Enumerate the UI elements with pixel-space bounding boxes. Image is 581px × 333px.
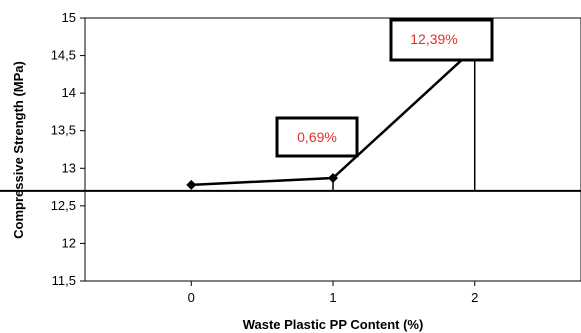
x-tick-label: 1 <box>329 290 336 305</box>
data-point-marker <box>328 173 338 184</box>
y-tick-label: 12 <box>62 235 76 250</box>
x-tick-label: 0 <box>188 290 195 305</box>
annotations: 0,69% 12,39% <box>275 18 494 158</box>
annotation-label: 0,69% <box>297 129 337 145</box>
y-tick-label: 15 <box>62 10 76 25</box>
y-tick-label: 13,5 <box>51 123 76 138</box>
x-axis-ticks: 0 1 2 <box>188 281 478 305</box>
plot-area-frame <box>84 17 581 282</box>
x-axis-title: Waste Plastic PP Content (%) <box>243 317 424 332</box>
y-tick-label: 14,5 <box>51 48 76 63</box>
annotation-box <box>389 18 494 62</box>
y-tick-label: 13 <box>62 160 76 175</box>
y-axis-title: Compressive Strength (MPa) <box>11 61 26 239</box>
series-line <box>191 47 476 187</box>
y-tick-label: 12,5 <box>51 198 76 213</box>
series-markers <box>186 43 480 190</box>
y-tick-label: 11,5 <box>52 273 76 288</box>
y-tick-label: 14 <box>62 85 76 100</box>
annotation-label: 12,39% <box>410 31 457 47</box>
data-point-marker <box>186 179 197 190</box>
x-tick-label: 2 <box>471 290 478 305</box>
annotation-box <box>275 116 359 158</box>
y-axis-ticks: 11,5 12 12,5 13 13,5 14 14,5 15 <box>51 10 85 288</box>
